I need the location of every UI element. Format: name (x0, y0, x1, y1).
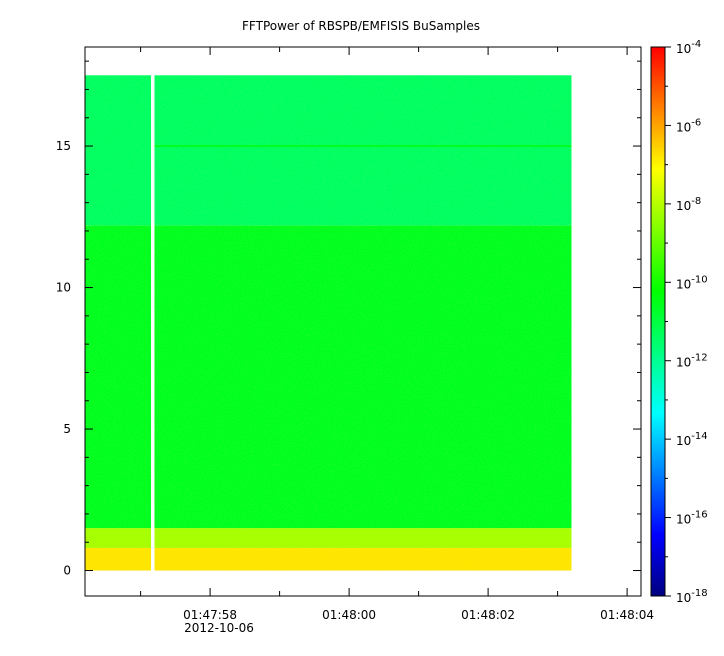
spectrum-noise-texture (85, 75, 572, 571)
colorbar-tick-label: 10-4 (676, 39, 701, 56)
y-tick-label: 10 (56, 281, 71, 295)
plot-area (85, 74, 572, 572)
x-axis: 01:47:58 01:48:00 01:48:02 01:48:04 (140, 47, 654, 622)
y-tick-label: 15 (56, 139, 71, 153)
x-tick-label: 01:48:02 (461, 608, 515, 622)
colorbar-tick-label: 10-8 (676, 196, 701, 213)
x-tick-label: 01:47:58 (183, 608, 237, 622)
x-tick-label: 01:48:04 (600, 608, 654, 622)
colorbar-tick-label: 10-14 (676, 431, 708, 448)
colorbar-tick-label: 10-12 (676, 353, 708, 370)
y-tick-label: 0 (63, 564, 71, 578)
plot-frame (84, 46, 642, 597)
x-date-label: 2012-10-06 (184, 621, 254, 635)
data-gap (151, 74, 155, 572)
line-feature (154, 145, 572, 148)
colorbar-tick-label: 10-10 (676, 274, 708, 291)
y-tick-label: 5 (63, 422, 71, 436)
chart-title: FFTPower of RBSPB/EMFISIS BuSamples (242, 19, 480, 33)
colorbar-tick-label: 10-18 (676, 588, 708, 605)
colorbar-gradient (650, 46, 666, 597)
x-tick-label: 01:48:00 (322, 608, 376, 622)
colorbar-tick-label: 10-16 (676, 510, 708, 527)
colorbar: 10-4 10-6 10-8 10-10 10-12 10-14 10-16 10-18 (650, 39, 708, 605)
y-axis: 0 5 10 15 (56, 60, 641, 578)
colorbar-tick-label: 10-6 (676, 117, 701, 134)
